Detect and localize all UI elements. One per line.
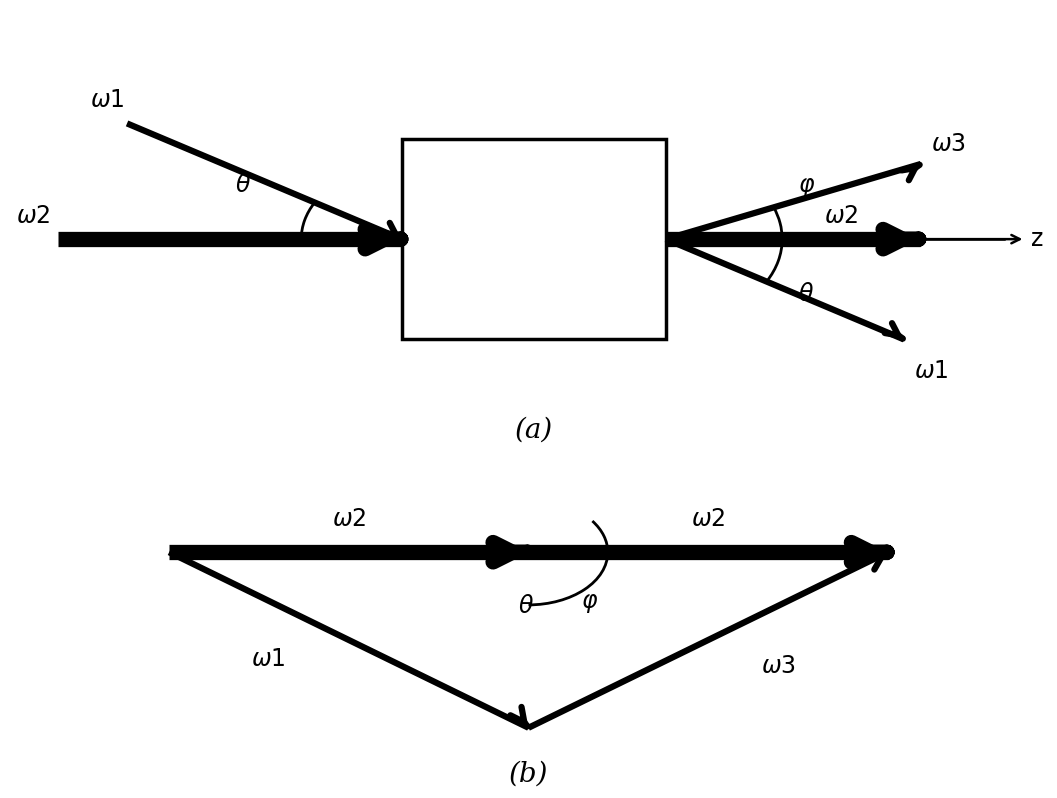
Text: $\theta$: $\theta$ bbox=[798, 282, 814, 306]
Text: z: z bbox=[1031, 227, 1043, 251]
Text: $\omega$1: $\omega$1 bbox=[251, 647, 285, 671]
Text: $\omega$2: $\omega$2 bbox=[16, 203, 51, 227]
Text: (b): (b) bbox=[508, 760, 549, 788]
Text: (a): (a) bbox=[515, 417, 553, 444]
Bar bbox=[402, 139, 666, 339]
Text: $\omega$2: $\omega$2 bbox=[332, 508, 366, 531]
Text: $\omega$2: $\omega$2 bbox=[691, 508, 725, 531]
Text: $\omega$1: $\omega$1 bbox=[914, 359, 949, 383]
Text: $\varphi$: $\varphi$ bbox=[798, 175, 815, 199]
Text: $\omega$3: $\omega$3 bbox=[931, 132, 966, 156]
Text: $\theta$: $\theta$ bbox=[518, 595, 534, 618]
Bar bbox=[402, 139, 666, 339]
Text: $\omega$3: $\omega$3 bbox=[761, 654, 796, 678]
Text: $\omega$1: $\omega$1 bbox=[90, 88, 125, 112]
Text: $\varphi$: $\varphi$ bbox=[581, 591, 598, 614]
Text: $\omega$2: $\omega$2 bbox=[824, 203, 859, 227]
Text: $\theta$: $\theta$ bbox=[235, 172, 252, 197]
